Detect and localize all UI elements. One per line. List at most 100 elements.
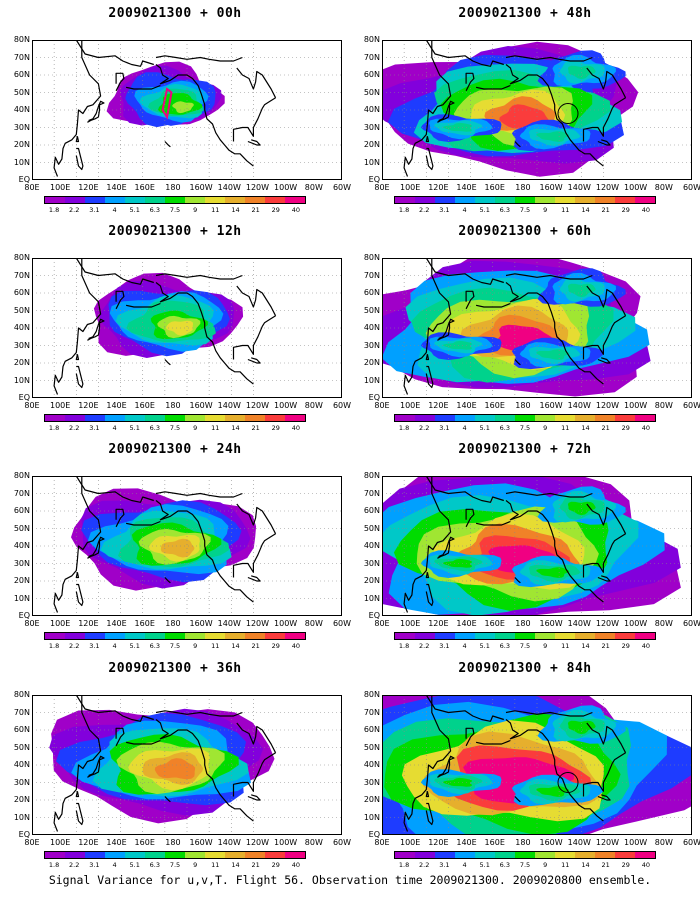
longitude-label: 60W xyxy=(332,838,352,847)
colorbar-swatch xyxy=(635,852,655,858)
colorbar-swatch xyxy=(435,633,455,639)
latitude-label: EQ xyxy=(368,393,380,402)
longitude-label: 80E xyxy=(374,183,390,192)
colorbar-swatch xyxy=(165,852,185,858)
latitude-label: 80N xyxy=(13,690,30,699)
coastlines xyxy=(403,40,627,177)
colorbar-label: 21 xyxy=(251,861,260,869)
colorbar xyxy=(44,632,306,640)
colorbar-swatch xyxy=(475,633,495,639)
latitude-label: 20N xyxy=(13,576,30,585)
latitude-label: 30N xyxy=(363,558,380,568)
colorbar-label: 14 xyxy=(231,206,240,214)
colorbar-label: 2.2 xyxy=(419,642,430,650)
colorbar-label: 7.5 xyxy=(169,424,181,432)
longitude-label: 180 xyxy=(165,619,181,628)
colorbar-label: 11 xyxy=(211,861,220,869)
longitude-label: 80W xyxy=(654,838,673,847)
colorbar-swatch xyxy=(265,415,285,421)
longitude-label: 140E xyxy=(106,401,127,410)
longitude-label: 100W xyxy=(274,838,298,847)
latitude-label: 70N xyxy=(13,270,30,280)
colorbar-swatch xyxy=(225,197,245,203)
longitude-label: 140W xyxy=(567,183,591,192)
longitude-label: 120W xyxy=(595,183,620,192)
coastlines xyxy=(53,40,277,177)
variance-secondary-contour xyxy=(443,558,473,568)
colorbar-swatch xyxy=(45,197,65,203)
variance-secondary-contour xyxy=(567,720,596,735)
colorbar-swatch xyxy=(145,852,165,858)
colorbar-swatch xyxy=(455,415,475,421)
latitude-label: 10N xyxy=(363,157,380,167)
longitude-label: 140W xyxy=(217,619,241,628)
observation-circle xyxy=(557,772,579,793)
colorbar-swatch xyxy=(395,415,415,421)
latitude-label: 30N xyxy=(363,777,380,787)
colorbar-swatch xyxy=(595,633,615,639)
colorbar-label: 2.2 xyxy=(419,206,430,214)
colorbar-swatch xyxy=(245,197,265,203)
longitude-label: 120E xyxy=(78,183,99,192)
longitude-label: 160W xyxy=(539,838,563,847)
latitude-label: 70N xyxy=(363,707,380,717)
colorbar-swatch xyxy=(125,852,145,858)
colorbar-labels: 1.8 2.2 3.1 4 5.1 6.3 7.5 9 11 14 21 29 40 xyxy=(394,642,656,651)
variance-contour-10 xyxy=(160,538,195,558)
colorbar-swatch xyxy=(65,633,85,639)
colorbar-swatch xyxy=(555,197,575,203)
colorbar-labels: 1.8 2.2 3.1 4 5.1 6.3 7.5 9 11 14 21 29 40 xyxy=(394,424,656,433)
colorbar-label: 5.1 xyxy=(479,424,490,432)
colorbar xyxy=(44,414,306,422)
longitude-label: 120E xyxy=(428,183,449,192)
colorbar-label: 5.1 xyxy=(479,206,490,214)
variance-map xyxy=(382,40,692,180)
map-frame xyxy=(32,476,342,616)
variance-field xyxy=(71,488,257,591)
longitude-label: 100E xyxy=(400,401,421,410)
colorbar-swatch xyxy=(165,197,185,203)
longitude-label: 100W xyxy=(624,183,648,192)
latitude-label: 20N xyxy=(13,140,30,149)
longitude-label: 100W xyxy=(624,838,648,847)
colorbar-label: 6.3 xyxy=(149,424,161,432)
map-frame xyxy=(32,258,342,398)
colorbar-swatch xyxy=(635,415,655,421)
map-frame xyxy=(382,695,692,835)
longitude-label: 60W xyxy=(682,183,700,192)
colorbar-swatch xyxy=(85,415,105,421)
colorbar-swatch xyxy=(185,852,205,858)
colorbar-swatch xyxy=(415,197,435,203)
colorbar-label: 1.8 xyxy=(398,642,410,650)
colorbar-label: 6.3 xyxy=(499,642,511,650)
latitude-label: 20N xyxy=(363,795,380,804)
latitude-label: 10N xyxy=(13,157,30,167)
colorbar-labels: 1.8 2.2 3.1 4 5.1 6.3 7.5 9 11 14 21 29 40 xyxy=(44,424,306,433)
latitude-label: 80N xyxy=(363,253,380,262)
longitude-label: 160E xyxy=(484,838,505,847)
latitude-label: 20N xyxy=(363,140,380,149)
longitude-label: 140W xyxy=(567,619,591,628)
colorbar-swatch xyxy=(265,197,285,203)
colorbar-swatch xyxy=(555,852,575,858)
panel-title: 2009021300 + 00h xyxy=(108,6,242,21)
colorbar-label: 40 xyxy=(641,424,651,432)
longitude-label: 140W xyxy=(567,838,591,847)
latitude-label: 70N xyxy=(13,488,30,498)
latitude-label: EQ xyxy=(18,830,30,839)
longitude-label: 120E xyxy=(78,401,99,410)
colorbar-label: 3.1 xyxy=(89,642,100,650)
colorbar-swatch xyxy=(475,415,495,421)
latitude-label: 80N xyxy=(363,690,380,699)
longitude-label: 120W xyxy=(245,838,270,847)
longitude-label: 160E xyxy=(134,401,155,410)
longitude-label: 140E xyxy=(456,401,477,410)
longitude-label: 80E xyxy=(374,619,390,628)
colorbar-swatch xyxy=(455,197,475,203)
latitude-label: 80N xyxy=(13,471,30,480)
colorbar-swatch xyxy=(615,852,635,858)
colorbar-label: 21 xyxy=(601,206,610,214)
longitude-label: 140W xyxy=(217,401,241,410)
latitude-label: 40N xyxy=(363,760,380,769)
longitude-label: 120E xyxy=(78,838,99,847)
